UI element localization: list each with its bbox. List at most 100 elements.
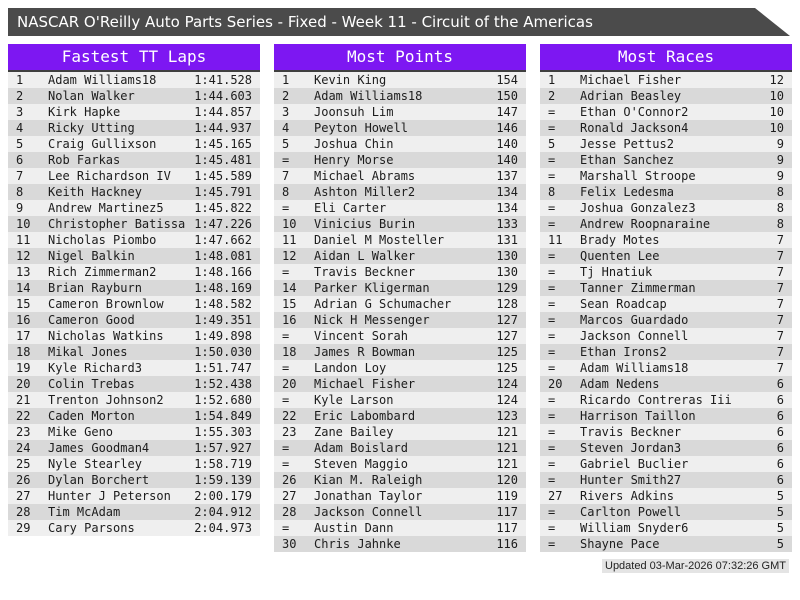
row-rank: 20	[548, 377, 563, 391]
table-row: 4 Ricky Utting 1:44.937	[8, 120, 260, 136]
row-driver-name: Ronald Jackson4	[580, 121, 689, 135]
row-driver-name: Kirk Hapke	[48, 105, 121, 119]
row-value: 7	[776, 297, 784, 311]
row-driver-name: Gabriel Buclier	[580, 457, 689, 471]
row-rank: 3	[282, 105, 290, 119]
row-value: 123	[496, 409, 518, 423]
row-rank: 1	[16, 73, 24, 87]
table-row: 14 Parker Kligerman 129	[274, 280, 526, 296]
row-value: 5	[776, 521, 784, 535]
row-rank: 8	[548, 185, 556, 199]
table-row: = Joshua Gonzalez3 8	[540, 200, 792, 216]
row-value: 1:52.680	[194, 393, 252, 407]
row-driver-name: Henry Morse	[314, 153, 394, 167]
row-rank: 28	[282, 505, 297, 519]
row-driver-name: Cameron Brownlow	[48, 297, 164, 311]
table-row: 14 Brian Rayburn 1:48.169	[8, 280, 260, 296]
row-rank: 12	[16, 249, 31, 263]
row-driver-name: William Snyder6	[580, 521, 689, 535]
row-driver-name: Christopher Batissa	[48, 217, 186, 231]
row-driver-name: Harrison Taillon	[580, 409, 696, 423]
table-row: 27 Jonathan Taylor 119	[274, 488, 526, 504]
table-row: = Quenten Lee 7	[540, 248, 792, 264]
row-value: 1:48.582	[194, 297, 252, 311]
row-value: 10	[769, 121, 784, 135]
row-rank: =	[548, 473, 556, 487]
table-row: 1 Kevin King 154	[274, 72, 526, 88]
row-value: 154	[496, 73, 518, 87]
row-value: 1:49.898	[194, 329, 252, 343]
table-row: 26 Kian M. Raleigh 120	[274, 472, 526, 488]
row-driver-name: Peyton Howell	[314, 121, 408, 135]
page-title: NASCAR O'Reilly Auto Parts Series - Fixe…	[17, 13, 593, 31]
table-row: 7 Lee Richardson IV 1:45.589	[8, 168, 260, 184]
row-value: 130	[496, 265, 518, 279]
row-rank: =	[548, 281, 556, 295]
table-row: = Hunter Smith27 6	[540, 472, 792, 488]
row-value: 7	[776, 361, 784, 375]
row-rank: 14	[282, 281, 297, 295]
row-value: 1:45.822	[194, 201, 252, 215]
row-driver-name: Eric Labombard	[314, 409, 416, 423]
table-row: 22 Eric Labombard 123	[274, 408, 526, 424]
table-row: 8 Ashton Miller2 134	[274, 184, 526, 200]
row-driver-name: Adam Boislard	[314, 441, 408, 455]
row-driver-name: Adrian G Schumacher	[314, 297, 452, 311]
row-rank: 2	[548, 89, 556, 103]
row-driver-name: Jackson Connell	[580, 329, 689, 343]
row-rank: =	[548, 329, 556, 343]
row-driver-name: Vincent Sorah	[314, 329, 408, 343]
table-row: 24 James Goodman4 1:57.927	[8, 440, 260, 456]
table-row: = Tanner Zimmerman 7	[540, 280, 792, 296]
row-rank: 10	[282, 217, 297, 231]
row-rank: =	[548, 441, 556, 455]
table-row: 3 Joonsuh Lim 147	[274, 104, 526, 120]
row-value: 127	[496, 329, 518, 343]
row-driver-name: Hunter J Peterson	[48, 489, 171, 503]
row-value: 8	[776, 185, 784, 199]
table-row: 4 Peyton Howell 146	[274, 120, 526, 136]
row-rank: =	[548, 121, 556, 135]
row-value: 150	[496, 89, 518, 103]
row-driver-name: Kevin King	[314, 73, 387, 87]
row-rank: 11	[548, 233, 563, 247]
row-driver-name: Nicholas Watkins	[48, 329, 164, 343]
table-row: 26 Dylan Borchert 1:59.139	[8, 472, 260, 488]
row-value: 1:41.528	[194, 73, 252, 87]
row-driver-name: Colin Trebas	[48, 377, 135, 391]
table-row: 2 Adrian Beasley 10	[540, 88, 792, 104]
row-value: 1:44.937	[194, 121, 252, 135]
row-value: 1:52.438	[194, 377, 252, 391]
row-driver-name: Steven Jordan3	[580, 441, 682, 455]
table-row: 8 Felix Ledesma 8	[540, 184, 792, 200]
row-driver-name: Adam Williams18	[314, 89, 423, 103]
table-row: = William Snyder6 5	[540, 520, 792, 536]
row-driver-name: Adam Williams18	[48, 73, 157, 87]
row-driver-name: Hunter Smith27	[580, 473, 682, 487]
row-value: 134	[496, 185, 518, 199]
row-driver-name: Caden Morton	[48, 409, 135, 423]
row-rank: 16	[282, 313, 297, 327]
row-value: 1:55.303	[194, 425, 252, 439]
table-row: = Austin Dann 117	[274, 520, 526, 536]
row-value: 2:04.973	[194, 521, 252, 535]
row-rank: =	[548, 265, 556, 279]
row-value: 6	[776, 377, 784, 391]
row-driver-name: Mike Geno	[48, 425, 114, 439]
row-rank: =	[548, 169, 556, 183]
table-row: 17 Nicholas Watkins 1:49.898	[8, 328, 260, 344]
row-value: 1:51.747	[194, 361, 252, 375]
row-rank: 20	[16, 377, 31, 391]
row-rank: =	[548, 425, 556, 439]
row-value: 8	[776, 217, 784, 231]
row-value: 127	[496, 313, 518, 327]
table-row: = Travis Beckner 6	[540, 424, 792, 440]
row-value: 7	[776, 265, 784, 279]
row-value: 7	[776, 313, 784, 327]
row-driver-name: Felix Ledesma	[580, 185, 674, 199]
table-row: = Ethan Irons2 7	[540, 344, 792, 360]
row-value: 2:04.912	[194, 505, 252, 519]
row-rank: 11	[282, 233, 297, 247]
row-value: 9	[776, 153, 784, 167]
row-rank: =	[548, 249, 556, 263]
